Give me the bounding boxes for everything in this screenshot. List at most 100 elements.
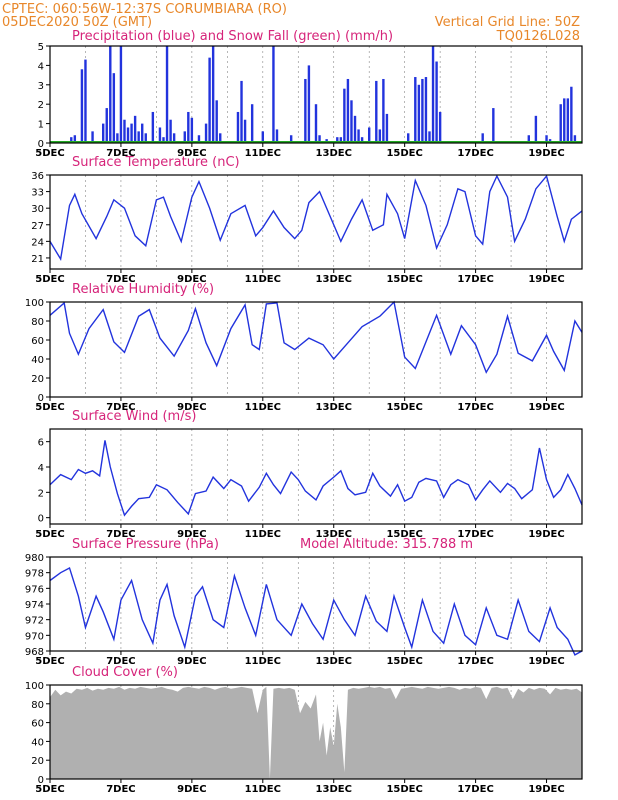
- precip-bar: [123, 119, 126, 143]
- y-tick-label: 20: [31, 374, 44, 385]
- header-station: CPTEC: 060:56W-12:37S CORUMBIARA (RO): [2, 2, 287, 17]
- precip-bar: [133, 115, 137, 143]
- y-tick-label: 24: [31, 237, 44, 248]
- x-tick-label: 5DEC: [35, 148, 64, 159]
- x-tick-label: 19DEC: [528, 148, 564, 159]
- precip-bar: [431, 46, 435, 143]
- y-tick-label: 60: [31, 719, 44, 730]
- precip-bar: [428, 131, 431, 143]
- cloud-area: [50, 686, 582, 779]
- precip-bar: [438, 111, 442, 143]
- panel-temp: 21 24 27 30 33 36 5DEC 7DEC 9DEC 11DEC 13DEC 15DEC 1…: [31, 155, 583, 285]
- y-tick-label: 100: [25, 681, 44, 692]
- precip-bar: [307, 65, 311, 143]
- y-tick-label: 3: [38, 81, 44, 92]
- y-tick-label: 4: [38, 61, 44, 72]
- y-tick-label: 40: [31, 737, 44, 748]
- temp-line: [49, 174, 583, 262]
- x-tick-label: 13DEC: [316, 402, 352, 413]
- y-tick-label: 0: [38, 393, 44, 404]
- x-tick-label: 19DEC: [528, 529, 564, 540]
- precip-bar: [566, 98, 570, 143]
- precip-bar: [527, 135, 530, 143]
- panel-subtitle: Model Altitude: 315.788 m: [300, 537, 473, 552]
- header-grid-line: Vertical Grid Line: 50Z: [435, 15, 580, 30]
- x-tick-label: 7DEC: [106, 148, 135, 159]
- y-tick-label: 21: [31, 254, 44, 265]
- precip-bar: [73, 135, 77, 143]
- precip-bar: [215, 100, 218, 143]
- x-tick-label: 13DEC: [316, 784, 352, 795]
- precip-bar: [236, 111, 240, 143]
- precip-bar: [165, 46, 169, 143]
- x-tick-label: 11DEC: [245, 784, 281, 795]
- precip-bar: [204, 123, 208, 143]
- precip-bar: [250, 104, 254, 143]
- precip-bar: [144, 133, 147, 143]
- precip-bar: [314, 104, 318, 143]
- precip-bar: [109, 46, 112, 143]
- precip-bar: [240, 80, 243, 143]
- y-tick-label: 40: [31, 355, 44, 366]
- precip-bar: [261, 131, 264, 143]
- precip-bar: [289, 135, 293, 143]
- y-tick-label: 976: [25, 584, 44, 595]
- precip-bar: [84, 59, 87, 143]
- panel-frame: [49, 684, 583, 780]
- precip-bar: [339, 137, 343, 143]
- x-tick-label: 17DEC: [457, 529, 493, 540]
- precip-bar: [304, 78, 307, 143]
- x-tick-label: 11DEC: [245, 529, 281, 540]
- header-run-time: 05DEC2020 50Z (GMT): [2, 15, 152, 30]
- x-tick-label: 17DEC: [457, 274, 493, 285]
- panel-frame: [49, 174, 583, 270]
- y-tick-label: 2: [38, 488, 44, 499]
- y-tick-label: 30: [31, 204, 44, 215]
- panel-title: Cloud Cover (%): [72, 665, 178, 680]
- y-tick-label: 20: [31, 756, 44, 767]
- precip-bar: [357, 129, 360, 143]
- precip-bar: [353, 115, 357, 143]
- precip-bar: [481, 133, 484, 143]
- y-tick-label: 33: [31, 188, 44, 199]
- y-tick-label: 968: [25, 647, 44, 658]
- y-tick-label: 0: [38, 775, 44, 786]
- y-tick-label: 974: [25, 600, 44, 611]
- y-tick-label: 6: [38, 438, 44, 449]
- precip-bar: [162, 137, 165, 143]
- precip-bar: [91, 131, 94, 143]
- y-tick-label: 4: [38, 463, 44, 474]
- precip-bar: [243, 119, 247, 143]
- precip-bar: [275, 129, 279, 143]
- precip-bar: [208, 57, 211, 143]
- precip-bar: [151, 111, 155, 143]
- y-tick-label: 60: [31, 336, 44, 347]
- x-tick-label: 19DEC: [528, 784, 564, 795]
- wind-line: [49, 440, 583, 517]
- precip-bar: [563, 98, 566, 143]
- precip-bar: [385, 113, 389, 143]
- header-model: TQ0126L028: [496, 29, 580, 44]
- y-tick-label: 2: [38, 100, 44, 111]
- y-tick-label: 0: [38, 139, 44, 150]
- precip-bar: [169, 119, 172, 143]
- x-tick-label: 7DEC: [106, 529, 135, 540]
- y-tick-label: 0: [38, 514, 44, 525]
- x-tick-label: 15DEC: [386, 529, 422, 540]
- x-tick-label: 19DEC: [528, 656, 564, 667]
- x-tick-label: 15DEC: [386, 148, 422, 159]
- x-tick-label: 13DEC: [316, 274, 352, 285]
- panel-wind: 0 2 4 6 5DEC 7DEC 9DEC 11DEC 13DEC 15DEC 17DEC 19DE…: [35, 409, 583, 540]
- x-tick-label: 19DEC: [528, 402, 564, 413]
- precip-bar: [272, 46, 275, 143]
- precip-bar: [172, 133, 176, 143]
- precip-bar: [112, 73, 116, 143]
- x-tick-label: 17DEC: [457, 402, 493, 413]
- x-tick-label: 13DEC: [316, 529, 352, 540]
- precip-bar: [343, 88, 346, 143]
- precip-bar: [119, 46, 123, 143]
- precip-bar: [435, 61, 438, 143]
- precip-bar: [116, 133, 119, 143]
- precip-bar: [183, 131, 186, 143]
- x-tick-label: 15DEC: [386, 274, 422, 285]
